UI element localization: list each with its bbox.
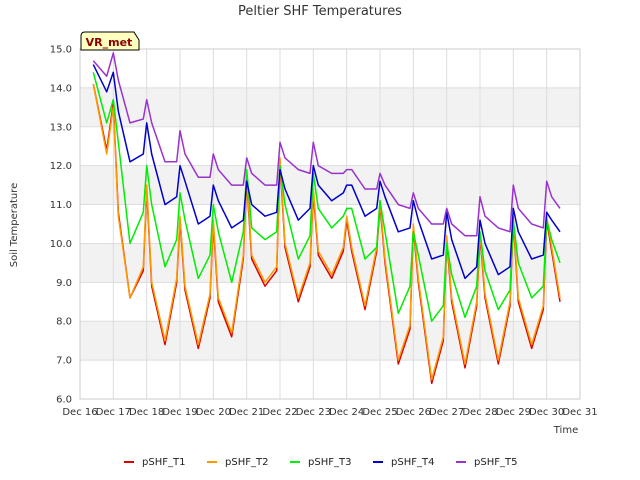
series-lines (92, 52, 561, 385)
x-tick-label: Dec 23 (296, 407, 331, 418)
legend: pSHF_T1 pSHF_T2 pSHF_T3 pSHF_T4 pSHF_T5 (124, 457, 517, 468)
site-badge: VR_met (80, 31, 140, 51)
y-tick-label: 7.0 (56, 356, 72, 367)
legend-label-pSHF_T2: pSHF_T2 (225, 457, 268, 468)
y-tick-label: 11.0 (50, 200, 72, 211)
series-line-pSHF_T3 (92, 72, 561, 322)
y-tick-label: 13.0 (50, 122, 72, 133)
x-tick-label: Dec 21 (229, 407, 264, 418)
y-tick-labels: 6.0 7.0 8.0 9.0 10.0 11.0 12.0 13.0 14.0 15.0 (50, 45, 72, 406)
axes (79, 48, 581, 400)
y-axis-label: Soil Temperature (9, 183, 20, 268)
x-axis-label: Time (553, 425, 578, 436)
y-tick-label: 6.0 (56, 395, 72, 406)
x-tick-label: Dec 29 (496, 407, 531, 418)
x-tick-label: Dec 27 (429, 407, 464, 418)
x-tick-label: Dec 19 (162, 407, 197, 418)
y-tick-label: 15.0 (50, 45, 72, 56)
chart-title: Peltier SHF Temperatures (238, 4, 402, 19)
y-tick-label: 9.0 (56, 278, 72, 289)
series-line-pSHF_T4 (92, 64, 561, 280)
legend-label-pSHF_T5: pSHF_T5 (474, 457, 517, 468)
x-tick-label: Dec 25 (362, 407, 397, 418)
x-tick-label: Dec 26 (396, 407, 431, 418)
x-tick-label: Dec 17 (96, 407, 131, 418)
x-tick-label: Dec 20 (196, 407, 231, 418)
x-tick-label: Dec 31 (562, 407, 597, 418)
plot-border (79, 48, 581, 400)
series-line-pSHF_T5 (92, 52, 561, 237)
series-line-pSHF_T2 (92, 83, 561, 381)
x-tick-label: Dec 30 (529, 407, 564, 418)
y-tick-label: 8.0 (56, 317, 72, 328)
legend-label-pSHF_T1: pSHF_T1 (142, 457, 185, 468)
y-tick-label: 10.0 (50, 239, 72, 250)
site-badge-shape (80, 31, 140, 51)
site-badge-label: VR_met (86, 36, 133, 49)
x-tick-label: Dec 18 (129, 407, 164, 418)
x-tick-label: Dec 16 (62, 407, 97, 418)
legend-label-pSHF_T4: pSHF_T4 (391, 457, 434, 468)
x-tick-label: Dec 22 (262, 407, 297, 418)
x-tick-label: Dec 28 (462, 407, 497, 418)
plot-band (80, 87, 580, 127)
y-tick-label: 12.0 (50, 161, 72, 172)
y-tick-label: 14.0 (50, 83, 72, 94)
plot-background (80, 49, 580, 399)
x-tick-label: Dec 24 (329, 407, 364, 418)
legend-label-pSHF_T3: pSHF_T3 (308, 457, 351, 468)
